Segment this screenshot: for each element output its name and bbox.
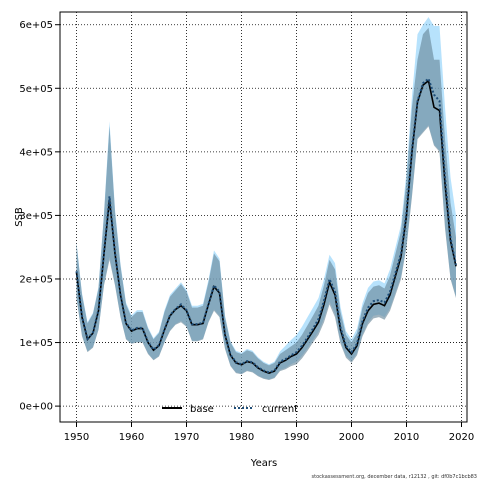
legend-label-current: current <box>262 404 298 415</box>
y-axis: 0e+00 1e+05 2e+05 3e+05 4e+05 5e+05 6e+05 <box>19 20 60 413</box>
y-tick-label: 3e+05 <box>19 211 53 222</box>
x-axis-title: Years <box>250 458 277 469</box>
y-tick-label: 1e+05 <box>19 338 53 349</box>
x-tick-label: 1950 <box>64 432 89 443</box>
y-tick-label: 6e+05 <box>19 20 53 31</box>
x-tick-label: 2020 <box>449 432 474 443</box>
y-tick-label: 0e+00 <box>19 402 53 413</box>
y-tick-label: 5e+05 <box>19 84 53 95</box>
y-tick-label: 2e+05 <box>19 274 53 285</box>
legend-label-base: base <box>190 404 214 415</box>
base-confidence-band <box>76 27 456 381</box>
x-tick-label: 1990 <box>284 432 309 443</box>
x-tick-label: 1980 <box>229 432 254 443</box>
legend: base current <box>162 404 298 415</box>
x-tick-label: 1970 <box>174 432 199 443</box>
y-tick-label: 4e+05 <box>19 147 53 158</box>
y-axis-title: SSB <box>14 207 25 227</box>
x-tick-label: 1960 <box>119 432 144 443</box>
x-axis: 1950 1960 1970 1980 1990 2000 2010 2020 <box>64 422 474 443</box>
x-tick-label: 2010 <box>394 432 419 443</box>
plot-frame <box>59 11 468 423</box>
series-lines <box>75 77 457 374</box>
footer-note: stockassessment.org, december data, r121… <box>312 474 477 480</box>
overlap-band <box>76 27 456 381</box>
x-tick-label: 2000 <box>339 432 364 443</box>
current-confidence-band <box>76 17 456 380</box>
confidence-bands <box>76 17 456 381</box>
base-series-line <box>75 79 457 374</box>
